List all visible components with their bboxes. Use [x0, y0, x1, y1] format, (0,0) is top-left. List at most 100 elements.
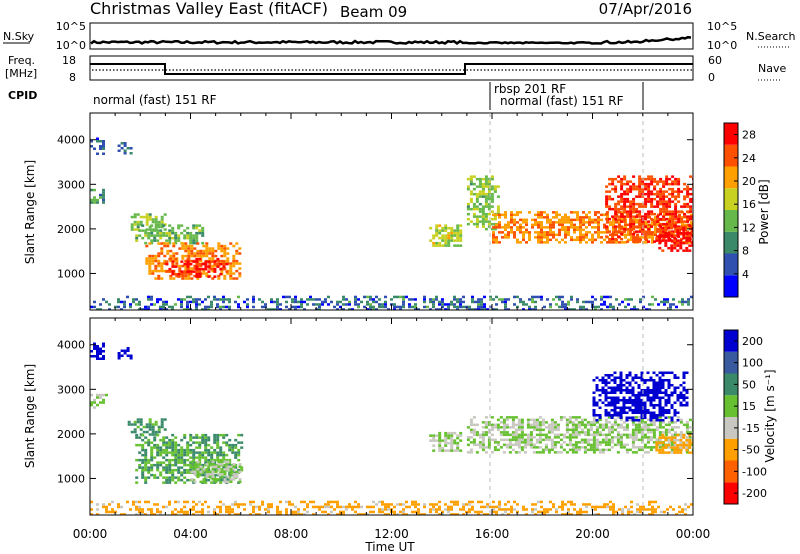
velocity-cell: [450, 505, 453, 509]
power-cell: [594, 213, 597, 217]
power-cell: [623, 230, 627, 233]
power-cell: [495, 241, 498, 244]
velocity-cell: [513, 500, 516, 504]
velocity-cell: [120, 505, 123, 509]
power-cell: [208, 267, 212, 270]
power-cell: [235, 242, 239, 245]
power-cell: [620, 220, 624, 223]
velocity-cell: [613, 401, 617, 404]
power-cell: [487, 207, 491, 211]
power-cell: [651, 295, 654, 299]
velocity-cell: [177, 478, 181, 482]
velocity-cell: [165, 453, 169, 457]
velocity-cell: [571, 426, 575, 429]
power-cell: [177, 239, 181, 242]
power-cell: [90, 140, 93, 143]
velocity-cell: [126, 347, 130, 350]
power-cell: [402, 300, 405, 304]
velocity-cell: [174, 500, 177, 504]
velocity-cell: [291, 503, 294, 506]
velocity-cell: [487, 443, 491, 447]
power-cell: [354, 295, 357, 299]
velocity-cell: [625, 406, 629, 409]
power-cell: [216, 265, 220, 268]
y-tick-label: 2000: [57, 428, 85, 441]
velocity-cell: [664, 423, 668, 427]
velocity-cell: [622, 389, 626, 392]
power-cell: [623, 182, 627, 186]
velocity-cell: [652, 436, 656, 439]
velocity-cell: [646, 411, 650, 414]
power-cell: [680, 210, 684, 213]
velocity-cell: [162, 466, 166, 469]
velocity-cell: [682, 389, 686, 392]
velocity-cell: [640, 376, 644, 379]
power-cell: [644, 215, 648, 218]
power-cell: [648, 303, 651, 306]
power-cell: [207, 305, 210, 309]
velocity-cell: [625, 411, 629, 414]
power-cell: [181, 264, 185, 268]
velocity-cell: [204, 456, 208, 459]
power-cell: [235, 249, 239, 253]
velocity-cell: [205, 468, 209, 471]
power-cell: [687, 300, 690, 304]
velocity-cell: [183, 513, 186, 515]
power-cell: [674, 207, 678, 211]
power-cell: [629, 205, 633, 208]
power-cell: [691, 229, 693, 232]
velocity-cell: [141, 473, 145, 477]
velocity-cell: [496, 418, 500, 422]
velocity-cell: [180, 466, 184, 469]
power-cell: [650, 175, 654, 178]
velocity-cell: [595, 384, 599, 387]
power-cell: [138, 303, 141, 306]
power-cell: [658, 239, 662, 242]
velocity-cell: [625, 419, 629, 422]
power-cell: [163, 242, 167, 245]
velocity-cell: [117, 354, 121, 357]
velocity-cell: [429, 434, 433, 437]
power-cell: [528, 231, 531, 234]
power-cell: [588, 223, 591, 227]
power-cell: [205, 249, 209, 253]
power-cell: [180, 270, 184, 273]
velocity-cell: [532, 426, 536, 429]
velocity-cell: [648, 503, 651, 506]
power-cell: [252, 300, 255, 304]
velocity-cell: [604, 414, 608, 417]
velocity-cell: [207, 438, 211, 442]
velocity-cell: [640, 371, 644, 374]
beam-label: Beam 09: [340, 3, 407, 21]
power-cell: [573, 231, 576, 234]
velocity-cell: [132, 503, 135, 506]
velocity-cell: [577, 426, 581, 429]
power-cell: [647, 177, 651, 181]
power-cell: [650, 202, 654, 206]
power-cell: [537, 211, 540, 214]
velocity-cell: [585, 505, 588, 509]
velocity-cell: [589, 433, 593, 437]
power-cell: [659, 195, 663, 198]
velocity-cell: [571, 448, 575, 452]
power-cell: [193, 247, 197, 250]
power-cell: [677, 190, 681, 193]
velocity-cell: [456, 434, 460, 437]
velocity-cell: [204, 451, 208, 454]
power-cell: [600, 218, 603, 222]
velocity-cell: [453, 431, 457, 435]
power-cell: [654, 228, 657, 232]
power-cell: [300, 298, 303, 301]
power-cell: [220, 247, 224, 250]
velocity-cell: [228, 508, 231, 511]
power-cell: [237, 303, 240, 306]
power-cell: [99, 308, 102, 310]
power-cell: [435, 231, 439, 235]
velocity-cell: [583, 451, 587, 454]
velocity-cell: [444, 434, 448, 437]
power-cell: [217, 247, 221, 250]
power-cell: [679, 239, 683, 242]
velocity-cell: [505, 443, 509, 447]
power-cell: [180, 224, 184, 227]
nsearch-tick-top: 10^5: [707, 20, 737, 33]
